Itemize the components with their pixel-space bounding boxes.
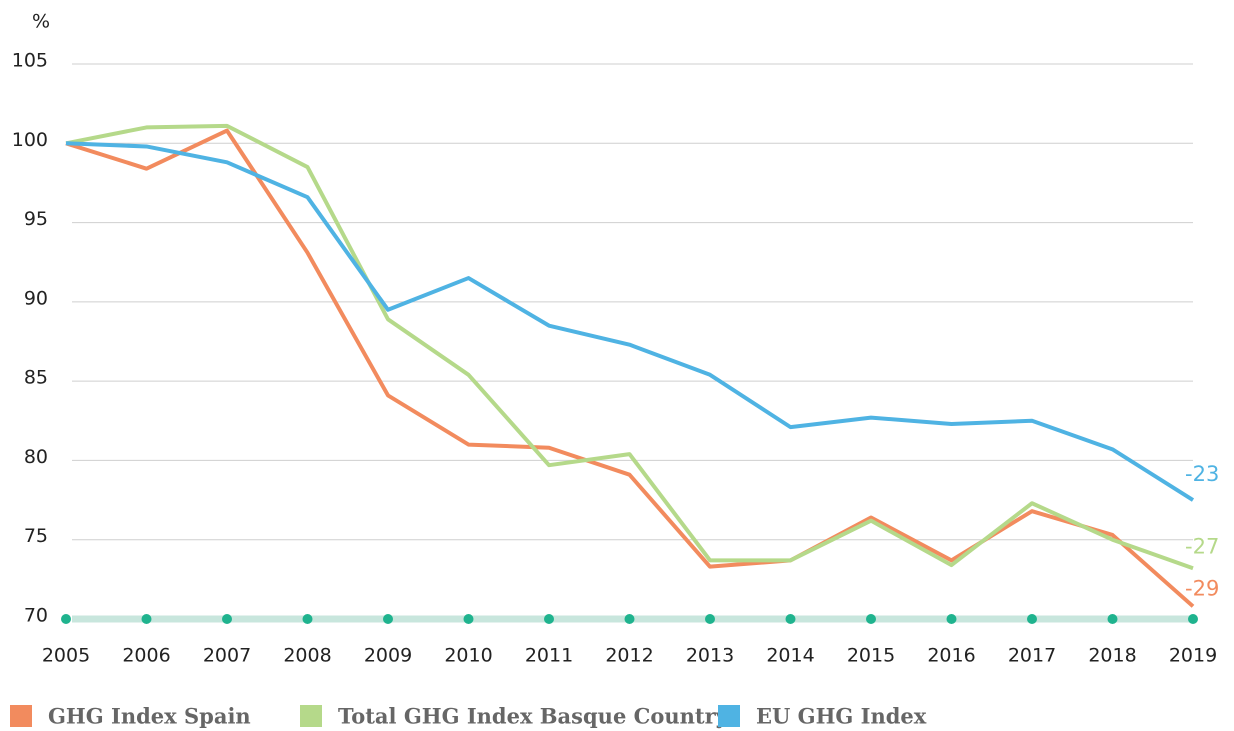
x-marker xyxy=(1027,614,1037,624)
x-marker xyxy=(383,614,393,624)
x-marker xyxy=(1107,614,1118,624)
legend-swatch xyxy=(10,705,32,727)
y-tick-label: 70 xyxy=(24,605,48,627)
x-tick-label: 2012 xyxy=(605,645,653,667)
x-tick-label: 2006 xyxy=(122,645,170,667)
end-label: -23 xyxy=(1185,462,1219,486)
legend-label: GHG Index Spain xyxy=(48,704,251,729)
y-tick-label: 75 xyxy=(24,525,48,547)
x-tick-label: 2013 xyxy=(686,645,734,667)
x-tick-label: 2010 xyxy=(444,645,492,667)
y-tick-label: 95 xyxy=(24,208,48,230)
x-marker xyxy=(61,614,71,624)
x-marker xyxy=(705,614,715,624)
x-tick-label: 2008 xyxy=(283,645,331,667)
y-tick-label: 90 xyxy=(24,287,48,309)
end-label: -27 xyxy=(1185,534,1219,558)
end-label: -29 xyxy=(1185,576,1219,600)
x-tick-label: 2016 xyxy=(927,645,975,667)
legend-label: Total GHG Index Basque Country xyxy=(338,704,729,729)
x-marker xyxy=(544,614,554,624)
line-series xyxy=(65,123,1194,571)
x-marker xyxy=(222,614,232,624)
y-tick-label: 80 xyxy=(24,446,48,468)
x-marker xyxy=(624,614,635,624)
legend-swatch xyxy=(718,705,740,727)
x-tick-label: 2014 xyxy=(766,645,814,667)
x-marker xyxy=(866,614,876,624)
x-tick-label: 2019 xyxy=(1169,645,1217,667)
x-marker xyxy=(1188,614,1198,624)
x-tick-label: 2007 xyxy=(203,645,251,667)
y-tick-label: 85 xyxy=(24,367,48,389)
x-marker xyxy=(785,614,796,624)
x-marker xyxy=(141,614,152,624)
line-series xyxy=(65,128,1195,608)
y-tick-label: 100 xyxy=(12,129,48,151)
legend-swatch xyxy=(300,705,322,727)
y-axis-label: % xyxy=(32,11,50,33)
x-tick-label: 2009 xyxy=(364,645,412,667)
line-series xyxy=(65,141,1195,502)
x-tick-label: 2015 xyxy=(847,645,895,667)
y-tick-label: 105 xyxy=(12,50,48,72)
x-tick-label: 2011 xyxy=(525,645,573,667)
x-tick-label: 2018 xyxy=(1088,645,1136,667)
x-tick-label: 2005 xyxy=(42,645,90,667)
x-tick-label: 2017 xyxy=(1008,645,1056,667)
legend-label: EU GHG Index xyxy=(756,704,927,729)
x-marker xyxy=(946,614,957,624)
x-marker xyxy=(463,614,474,624)
x-marker xyxy=(302,614,313,624)
